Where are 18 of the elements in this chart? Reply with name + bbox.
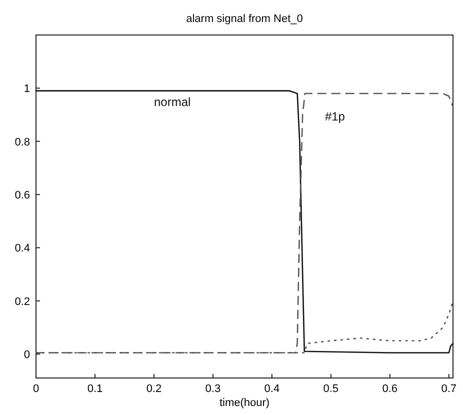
series-label: normal	[154, 94, 191, 109]
x-tick-label: 0.1	[87, 383, 103, 395]
y-tick-label: 0	[24, 349, 30, 362]
x-tick-label: 0	[32, 383, 40, 395]
x-tick-label: 0.4	[264, 383, 280, 395]
series-label: #1p	[324, 109, 346, 124]
x-tick-label: 0.6	[382, 383, 398, 395]
y-tick-label: 1	[24, 83, 30, 96]
x-tick-label: 0.5	[323, 383, 339, 395]
x-tick-label: 0.3	[205, 383, 221, 395]
chart-title: alarm signal from Net_0	[186, 13, 303, 25]
y-tick-label: 0.4	[14, 242, 30, 255]
y-tick-label: 0.8	[14, 136, 30, 148]
y-tick-label: 0.6	[14, 190, 30, 202]
x-tick-label: 0.7	[441, 383, 457, 395]
x-tick-label: 0.2	[146, 383, 162, 395]
x-axis-title: time(hour)	[219, 397, 270, 409]
y-tick-label: 0.2	[14, 296, 30, 308]
